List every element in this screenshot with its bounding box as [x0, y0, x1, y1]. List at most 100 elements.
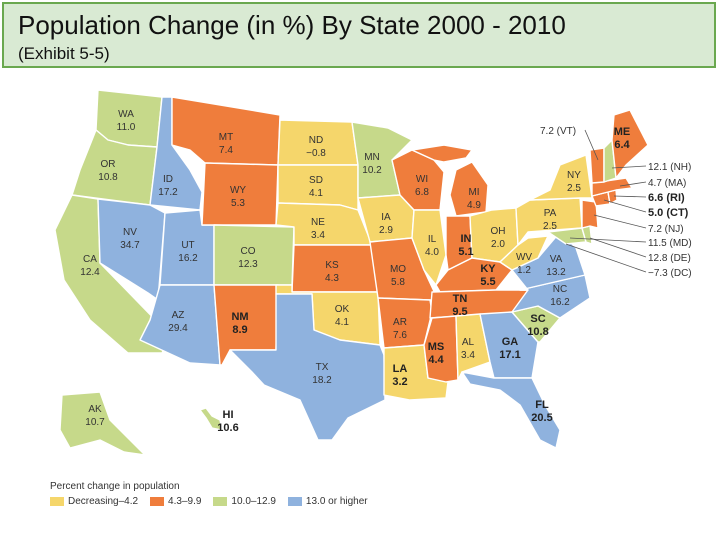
- state-value-ky: 5.5: [480, 276, 495, 288]
- state-code-al: AL: [462, 337, 475, 348]
- state-value-wi: 6.8: [415, 187, 429, 198]
- state-value-nm: 8.9: [232, 324, 247, 336]
- legend-swatch: [213, 497, 228, 506]
- state-code-ks: KS: [325, 260, 339, 271]
- state-value-in: 5.1: [458, 246, 473, 258]
- state-me[interactable]: [611, 109, 649, 179]
- state-ar[interactable]: [377, 297, 433, 349]
- state-code-ar: AR: [393, 317, 407, 328]
- callout-label: 7.2 (VT): [540, 126, 576, 137]
- state-code-ga: GA: [502, 336, 519, 348]
- state-code-ky: KY: [480, 263, 496, 275]
- callout-labels: 7.2 (VT) 12.1 (NH) 4.7 (MA) 6.6 (RI) 5.0 (CT…: [540, 126, 692, 279]
- state-code-id: ID: [163, 174, 173, 185]
- state-va[interactable]: [511, 231, 586, 291]
- callout-label: 7.2 (NJ): [648, 224, 684, 235]
- state-value-nc: 16.2: [550, 297, 570, 308]
- state-code-mn: MN: [364, 152, 380, 163]
- state-code-sd: SD: [309, 175, 323, 186]
- state-code-pa: PA: [544, 208, 557, 219]
- state-code-fl: FL: [535, 399, 549, 411]
- state-value-ca: 12.4: [80, 267, 100, 278]
- state-value-ia: 2.9: [379, 225, 393, 236]
- legend-item: 13.0 or higher: [287, 496, 368, 507]
- state-ny[interactable]: [529, 154, 593, 201]
- state-fl[interactable]: [461, 371, 561, 449]
- state-code-ca: CA: [83, 254, 97, 265]
- state-value-mi: 4.9: [467, 200, 481, 211]
- state-value-va: 13.2: [546, 267, 566, 278]
- title-box: Population Change (in %) By State 2000 -…: [2, 2, 716, 68]
- legend-item: 10.0–12.9: [213, 496, 276, 507]
- state-value-mn: 10.2: [362, 165, 382, 176]
- callout-leaders: [565, 129, 647, 273]
- state-value-co: 12.3: [238, 259, 258, 270]
- state-code-mo: MO: [390, 264, 406, 275]
- state-value-ut: 16.2: [178, 253, 198, 264]
- state-code-ms: MS: [428, 341, 445, 353]
- legend-title: Percent change in population: [50, 481, 180, 492]
- state-code-sc: SC: [530, 313, 545, 325]
- state-value-id: 17.2: [158, 187, 178, 198]
- state-value-ne: 3.4: [311, 230, 325, 241]
- legend-label: Decreasing–4.2: [68, 496, 139, 507]
- callout-label: 12.8 (DE): [648, 253, 691, 264]
- state-code-wi: WI: [416, 174, 428, 185]
- state-code-nm: NM: [231, 311, 248, 323]
- state-value-nv: 34.7: [120, 240, 140, 251]
- legend-swatch: [50, 497, 64, 506]
- callout-label: 11.5 (MD): [648, 238, 692, 249]
- state-value-fl: 20.5: [531, 412, 552, 424]
- state-value-ks: 4.3: [325, 273, 339, 284]
- state-value-ms: 4.4: [428, 354, 444, 366]
- page-title: Population Change (in %) By State 2000 -…: [18, 10, 566, 40]
- state-value-ok: 4.1: [335, 317, 349, 328]
- legend-swatch: [150, 497, 165, 506]
- legend-swatch: [287, 497, 302, 506]
- state-code-me: ME: [614, 126, 631, 138]
- state-code-mi: MI: [468, 187, 479, 198]
- state-value-il: 4.0: [425, 247, 439, 258]
- state-value-sc: 10.8: [527, 326, 548, 338]
- state-value-pa: 2.5: [543, 221, 557, 232]
- state-ak[interactable]: [59, 391, 146, 456]
- state-al[interactable]: [455, 313, 491, 381]
- state-code-ia: IA: [381, 212, 391, 223]
- state-value-az: 29.4: [168, 323, 188, 334]
- state-code-nv: NV: [123, 227, 137, 238]
- state-value-or: 10.8: [98, 172, 118, 183]
- state-value-wy: 5.3: [231, 198, 245, 209]
- legend-item: 4.3–9.9: [150, 496, 201, 507]
- state-code-tx: TX: [316, 362, 329, 373]
- legend-label: 10.0–12.9: [231, 496, 276, 507]
- state-code-nd: ND: [309, 135, 323, 146]
- state-value-tx: 18.2: [312, 375, 332, 386]
- state-nc[interactable]: [511, 274, 591, 319]
- state-code-la: LA: [393, 363, 408, 375]
- state-code-hi: HI: [223, 409, 234, 421]
- state-value-wa: 11.0: [117, 122, 136, 133]
- state-code-co: CO: [241, 246, 256, 257]
- state-value-ga: 17.1: [499, 349, 520, 361]
- state-code-mt: MT: [219, 132, 233, 143]
- state-code-in: IN: [461, 233, 472, 245]
- state-hi[interactable]: [199, 407, 223, 431]
- state-tx[interactable]: [229, 293, 386, 441]
- state-code-ok: OK: [335, 304, 350, 315]
- callout-label: 4.7 (MA): [648, 178, 686, 189]
- legend-item: Decreasing–4.2: [50, 496, 138, 507]
- state-code-wa: WA: [118, 109, 134, 120]
- state-mi-upper[interactable]: [411, 144, 473, 163]
- state-value-ak: 10.7: [85, 417, 105, 428]
- state-value-mt: 7.4: [219, 145, 233, 156]
- state-code-nc: NC: [553, 284, 567, 295]
- page-subtitle: (Exhibit 5-5): [18, 44, 110, 63]
- callout-label: 5.0 (CT): [648, 207, 689, 219]
- state-code-wv: WV: [516, 252, 532, 263]
- state-code-oh: OH: [491, 226, 506, 237]
- legend: Decreasing–4.2 4.3–9.9 10.0–12.9 13.0 or…: [50, 496, 368, 507]
- state-value-hi: 10.6: [217, 422, 238, 434]
- state-code-ut: UT: [181, 240, 194, 251]
- state-vt[interactable]: [589, 147, 605, 184]
